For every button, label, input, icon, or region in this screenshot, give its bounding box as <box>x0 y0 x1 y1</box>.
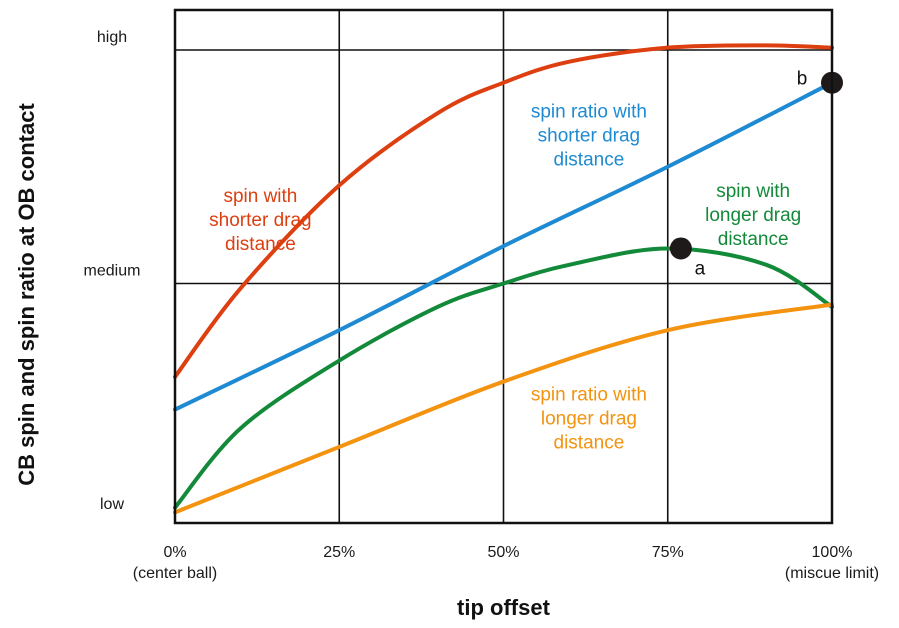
x-tick-label: 0% <box>163 544 186 561</box>
grid <box>175 10 832 523</box>
annotation-text: longer drag <box>705 205 801 226</box>
annotation-text: distance <box>225 234 296 255</box>
x-tick-label: 25% <box>323 544 355 561</box>
x-tick-label: 50% <box>487 544 519 561</box>
annotation-text: spin ratio with <box>531 384 647 405</box>
series-line-3 <box>173 246 834 510</box>
y-tick-label: low <box>100 496 124 513</box>
y-tick-label: medium <box>84 263 141 280</box>
point-a <box>669 237 692 260</box>
annotation-text: spin with <box>223 186 297 207</box>
annotation-text: distance <box>554 150 625 171</box>
annotation-text: shorter drag <box>538 126 640 147</box>
x-axis-title: tip offset <box>457 595 551 620</box>
x-tick-sublabel: (center ball) <box>133 565 217 582</box>
series-lines <box>173 43 834 515</box>
point-label-b: b <box>797 69 808 90</box>
annotation-text: distance <box>718 229 789 250</box>
y-axis-title: CB spin and spin ratio at OB contact <box>14 103 39 486</box>
annotations: spin with shorter drag distance spin ratio … <box>209 102 801 454</box>
x-tick-sublabel: (miscue limit) <box>785 565 879 582</box>
annotation-text: spin ratio with <box>531 102 647 123</box>
annotation-text: distance <box>554 432 625 453</box>
annotation-text: longer drag <box>541 408 637 429</box>
series-line-1 <box>173 43 834 379</box>
y-tick-label: high <box>97 29 127 46</box>
annotation-text: shorter drag <box>209 210 311 231</box>
annotation-text: spin with <box>716 181 790 202</box>
point-label-a: a <box>695 258 706 279</box>
series-line-2 <box>173 80 834 412</box>
plot-frame <box>173 8 834 525</box>
series-line-4 <box>173 302 834 515</box>
x-tick-label: 100% <box>812 544 853 561</box>
tick-labels: 0% (center ball) 25% 50% 75% 100% (miscue limi… <box>84 29 880 582</box>
x-tick-label: 75% <box>652 544 684 561</box>
